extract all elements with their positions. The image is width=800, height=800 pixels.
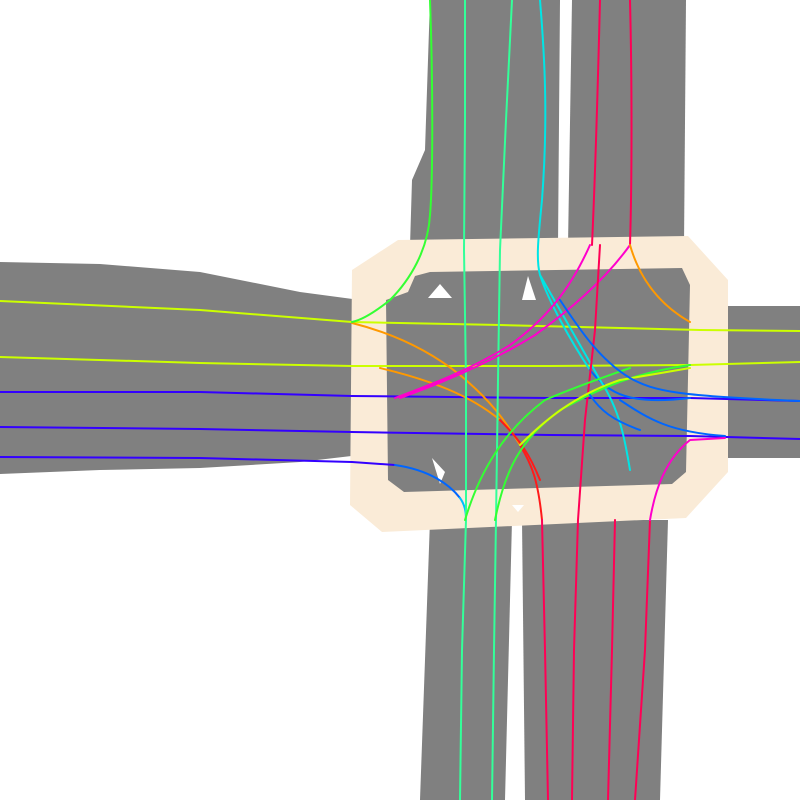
- trajectory-yellow-green-0: [0, 300, 800, 332]
- island-nw: [428, 284, 452, 298]
- trajectory-indigo-3: [0, 426, 800, 440]
- trajectory-red-9: [519, 444, 543, 521]
- crosswalk-band: [350, 236, 728, 532]
- trajectory-blue-31: [559, 299, 800, 402]
- trajectory-yellow-green-1: [0, 356, 800, 367]
- island-n: [522, 276, 536, 300]
- north-road-right: [568, 0, 686, 246]
- trajectory-green-29: [464, 367, 631, 521]
- trajectory-cyan-17: [539, 274, 631, 471]
- trajectory-indigo-2: [0, 391, 800, 402]
- trajectory-orange-7: [351, 322, 461, 376]
- crosswalk-ring: [350, 236, 728, 532]
- south-road-right: [522, 520, 668, 800]
- trajectory-magenta-18: [394, 244, 591, 399]
- trajectory-orange-10: [379, 367, 501, 421]
- trajectory-crimson-20: [591, 0, 601, 246]
- trajectory-yellow-green-30: [519, 367, 691, 446]
- trajectory-spring-green-14: [491, 0, 513, 800]
- junction-area: [352, 242, 728, 520]
- island-se: [512, 505, 524, 512]
- trajectory-blue-33: [589, 394, 641, 431]
- trajectory-crimson-25: [607, 519, 616, 800]
- trajectory-spring-green-13: [459, 0, 467, 800]
- trajectory-magenta-27: [649, 437, 726, 521]
- trajectory-blue-5: [394, 464, 461, 499]
- trajectory-crimson-21: [629, 0, 633, 246]
- west-road: [0, 262, 360, 474]
- trajectory-crimson-24: [541, 519, 549, 800]
- trajectory-green-12: [351, 0, 434, 323]
- trajectory-orange-22: [629, 244, 691, 323]
- trajectory-crimson-23: [571, 244, 601, 800]
- island-s: [432, 458, 445, 484]
- trajectory-indigo-4: [0, 456, 396, 466]
- trajectory-crimson-26: [634, 519, 651, 800]
- trajectory-blue-32: [619, 399, 726, 437]
- traffic-islands: [428, 276, 536, 512]
- trajectory-magenta-19: [399, 244, 631, 399]
- trajectory-red-11: [499, 419, 541, 481]
- east-road: [720, 306, 800, 458]
- trajectory-blue-16: [589, 369, 691, 402]
- south-road-left: [420, 520, 512, 800]
- north-road-left: [410, 0, 560, 246]
